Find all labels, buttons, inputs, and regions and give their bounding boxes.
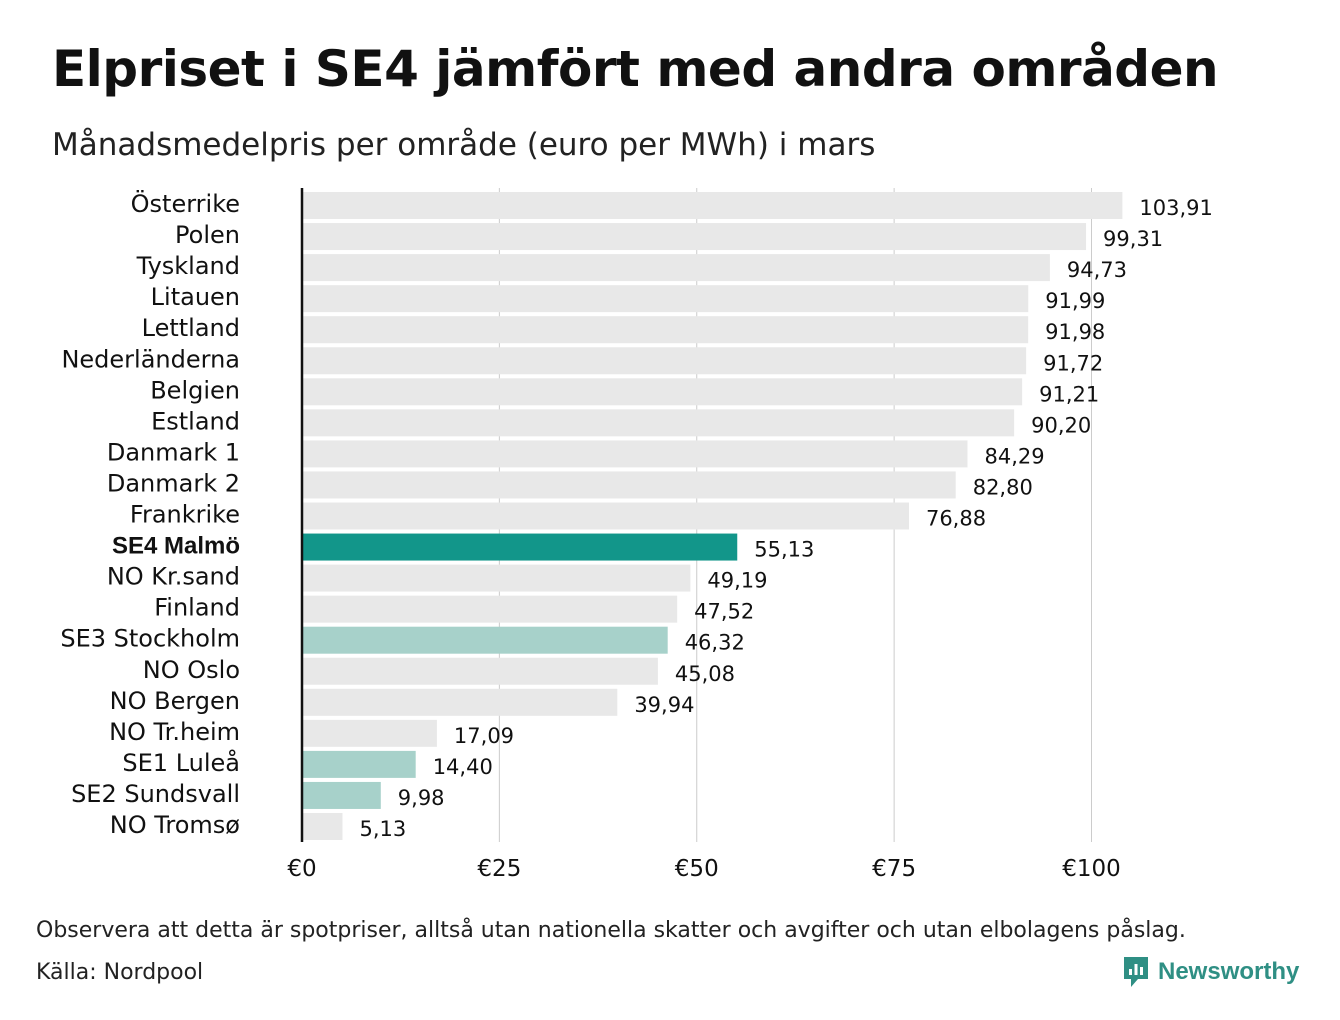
category-label: Polen [175,221,240,249]
bar [302,347,1027,375]
bar [302,378,1023,406]
bar [302,533,738,561]
category-label: SE1 Luleå [122,748,240,777]
bar [302,409,1015,437]
bar [302,688,618,716]
category-label: Danmark 2 [107,469,240,497]
bar [302,813,343,840]
category-label: NO Tr.heim [109,718,240,746]
value-label: 49,19 [707,569,767,593]
x-tick-label: €75 [872,856,916,882]
category-label: NO Oslo [143,656,240,684]
category-label: NO Tromsø [110,811,240,839]
bar [302,595,678,623]
value-label: 9,98 [398,786,445,810]
category-label: NO Kr.sand [107,563,240,591]
bar [302,657,658,685]
newsworthy-logo-icon [1124,957,1148,987]
bar [302,471,956,499]
value-label: 47,52 [694,600,754,624]
brand-name: Newsworthy [1158,958,1300,985]
bar [302,223,1087,251]
value-label: 94,73 [1067,258,1127,282]
bars [302,192,1123,840]
value-label: 5,13 [360,817,407,841]
chart-subtitle: Månadsmedelpris per område (euro per MWh… [52,127,876,163]
value-label: 91,99 [1045,289,1105,313]
bar [302,285,1029,313]
value-label: 91,21 [1039,382,1099,406]
bar-chart: Österrike 103,91 Polen 99,31 Tyskland 94,73 Li… [60,188,1213,882]
category-label: SE3 Stockholm [60,625,240,653]
bar [302,564,691,592]
category-label: SE2 Sundsvall [71,780,240,808]
bar [302,192,1123,219]
x-tick-label: €0 [287,856,316,882]
category-label: SE4 Malmö [112,533,240,560]
category-label: Litauen [151,283,240,311]
bar [302,254,1050,282]
bar [302,719,437,747]
bar [302,750,416,778]
bar [302,502,909,530]
value-label: 99,31 [1103,227,1163,251]
x-tick-label: €25 [477,856,521,882]
value-label: 91,98 [1045,320,1105,344]
bar [302,440,968,468]
value-label: 84,29 [984,444,1044,468]
axis: €0 €25 €50 €75 €100 [287,188,1121,882]
value-label: 91,72 [1043,351,1103,375]
bar [302,626,668,654]
labels: Österrike 103,91 Polen 99,31 Tyskland 94,73 Li… [60,189,1213,841]
value-label: 55,13 [754,538,814,562]
category-label: Estland [151,407,240,435]
category-label: Belgien [150,376,240,404]
source-note: Källa: Nordpool [36,960,204,985]
value-label: 14,40 [433,755,493,779]
value-label: 82,80 [973,475,1033,499]
value-label: 90,20 [1031,413,1091,437]
value-label: 45,08 [675,662,735,686]
category-label: Lettland [142,314,240,342]
bar [302,781,381,809]
category-label: Frankrike [130,501,240,529]
x-tick-label: €100 [1062,856,1121,882]
value-label: 17,09 [454,724,514,748]
category-label: Nederländerna [61,345,240,373]
value-label: 76,88 [926,507,986,531]
category-label: Finland [154,594,240,622]
brand-logo: Newsworthy [1122,955,1299,989]
bar [302,316,1029,344]
value-label: 46,32 [685,631,745,655]
category-label: NO Bergen [110,687,240,715]
x-tick-label: €50 [675,856,719,882]
category-label: Tyskland [136,252,240,280]
category-label: Österrike [131,189,240,218]
chart-title: Elpriset i SE4 jämfört med andra områden [52,40,1219,98]
footnote: Observera att detta är spotpriser, allts… [36,918,1186,943]
value-label: 39,94 [634,693,694,717]
value-label: 103,91 [1139,196,1212,220]
category-label: Danmark 1 [107,438,240,466]
